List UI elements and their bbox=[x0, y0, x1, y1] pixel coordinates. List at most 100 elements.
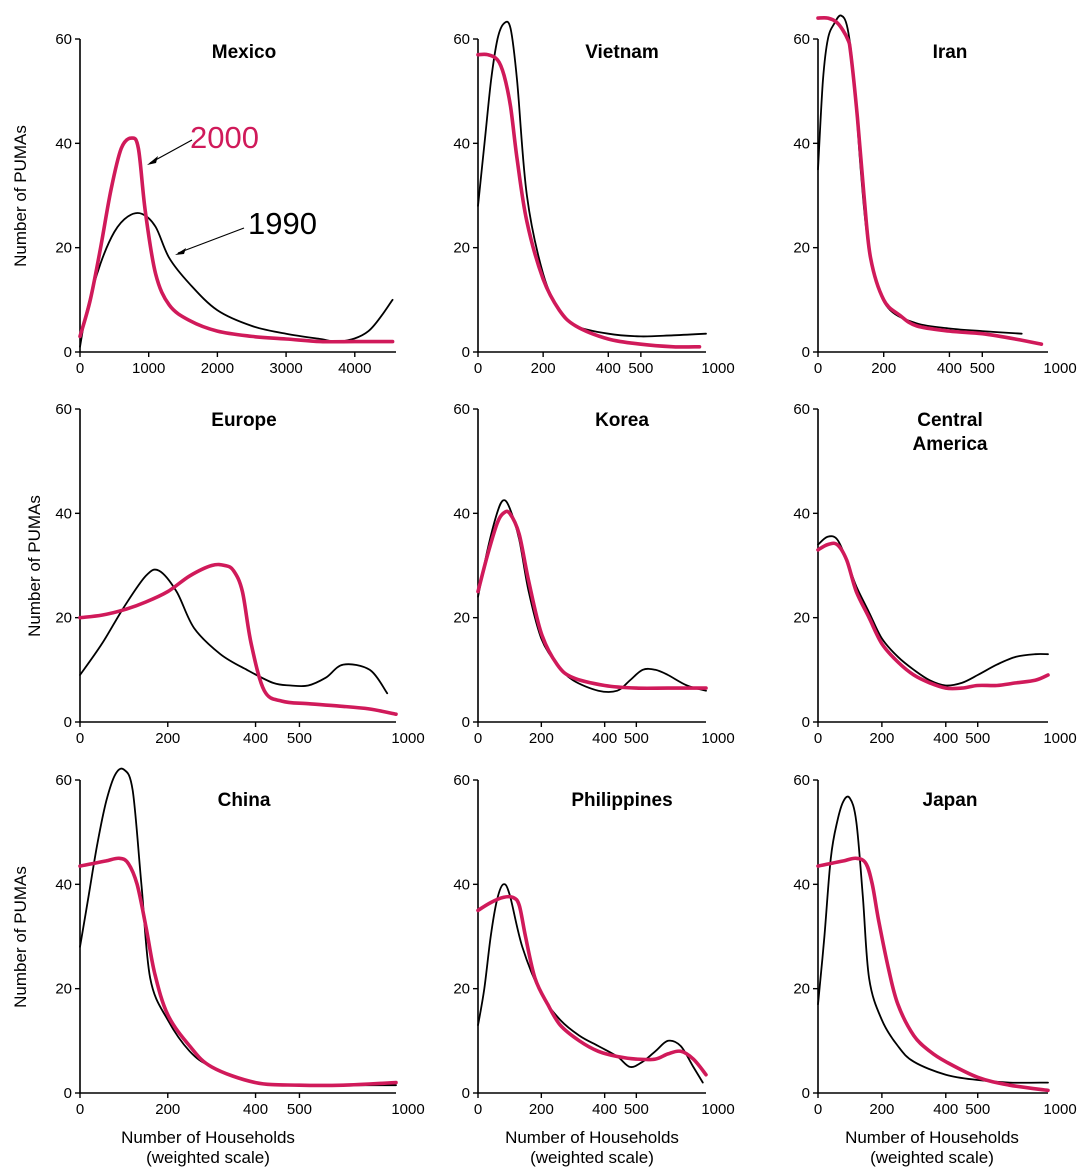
panel-philippines: 0 20 40 60 0 200 400 500 1000 Philippines bbox=[453, 772, 734, 1118]
panel-japan: 0 20 40 60 0 200 400 500 1000 Japan bbox=[793, 772, 1076, 1118]
x-tick-label-europe-200: 200 bbox=[155, 730, 180, 747]
annotation-1990-arrowhead bbox=[175, 248, 186, 255]
panel-title-europe: Europe bbox=[211, 410, 276, 431]
y-tick-label-europe-40: 40 bbox=[55, 505, 72, 522]
x-axis-label-col3-line2: (weighted scale) bbox=[870, 1148, 994, 1167]
y-tick-label-china-20: 20 bbox=[55, 981, 72, 998]
x-tick-label-philippines-200: 200 bbox=[529, 1101, 554, 1118]
panel-china: 0 20 40 60 0 200 400 500 1000 China bbox=[55, 767, 425, 1118]
x-tick-label-europe-400: 400 bbox=[243, 730, 268, 747]
axes-europe bbox=[79, 409, 396, 723]
panel-korea: 0 20 40 60 0 200 400 500 1000 Korea bbox=[453, 401, 734, 747]
y-tick-label-central-20: 20 bbox=[793, 610, 810, 627]
x-tick-label-china-0: 0 bbox=[76, 1101, 84, 1118]
x-tick-label-mexico-2000: 2000 bbox=[201, 360, 234, 377]
series-2000-china bbox=[78, 856, 398, 1088]
x-tick-label-central-500: 500 bbox=[965, 730, 990, 747]
y-tick-label-vietnam-60: 60 bbox=[453, 31, 470, 48]
panel-title-japan: Japan bbox=[923, 790, 978, 811]
x-tick-label-korea-400: 400 bbox=[592, 730, 617, 747]
panel-vietnam: 0 20 40 60 0 200 400 500 1000 Vietnam bbox=[453, 20, 735, 377]
series-1990-vietnam bbox=[477, 20, 707, 338]
x-tick-label-central-0: 0 bbox=[814, 730, 822, 747]
x-tick-label-mexico-0: 0 bbox=[76, 360, 84, 377]
y-tick-label-iran-40: 40 bbox=[793, 135, 810, 152]
y-tick-label-europe-20: 20 bbox=[55, 610, 72, 627]
x-axis-label-col2-line2: (weighted scale) bbox=[530, 1148, 654, 1167]
y-axis-label-row3: Number of PUMAs bbox=[11, 866, 30, 1008]
y-tick-label-europe-60: 60 bbox=[55, 401, 72, 418]
y-tick-label-china-60: 60 bbox=[55, 772, 72, 789]
y-tick-label-philippines-20: 20 bbox=[453, 981, 470, 998]
x-tick-label-vietnam-end: 1000 bbox=[701, 360, 734, 377]
axes-iran bbox=[817, 39, 1048, 353]
y-tick-label-vietnam-0: 0 bbox=[462, 344, 470, 361]
panel-mexico: 0 20 40 60 0 1000 2000 3000 4000 Mexico bbox=[55, 31, 396, 377]
series-2000-central bbox=[816, 541, 1050, 691]
axes-japan bbox=[817, 780, 1048, 1094]
panel-title-central: Central bbox=[917, 410, 982, 431]
y-tick-label-iran-60: 60 bbox=[793, 31, 810, 48]
axes-philippines bbox=[477, 780, 706, 1094]
series-1990-korea bbox=[477, 499, 707, 693]
x-tick-label-philippines-400: 400 bbox=[592, 1101, 617, 1118]
y-tick-label-korea-40: 40 bbox=[453, 505, 470, 522]
axes-korea bbox=[477, 409, 706, 723]
y-tick-label-philippines-60: 60 bbox=[453, 772, 470, 789]
x-tick-label-korea-0: 0 bbox=[474, 730, 482, 747]
axes-china bbox=[79, 780, 396, 1094]
series-1990-central bbox=[817, 535, 1049, 687]
x-tick-label-philippines-500: 500 bbox=[624, 1101, 649, 1118]
annotation-1990-leader bbox=[177, 227, 245, 254]
panel-title-mexico: Mexico bbox=[212, 42, 276, 63]
series-1990-europe bbox=[79, 568, 389, 695]
x-tick-label-vietnam-400: 400 bbox=[596, 360, 621, 377]
series-1990-mexico bbox=[79, 212, 394, 348]
series-1990-iran bbox=[817, 14, 1023, 335]
x-tick-label-europe-0: 0 bbox=[76, 730, 84, 747]
x-tick-label-philippines-end: 1000 bbox=[701, 1101, 734, 1118]
x-tick-label-japan-200: 200 bbox=[869, 1101, 894, 1118]
x-tick-label-vietnam-200: 200 bbox=[531, 360, 556, 377]
x-tick-label-iran-500: 500 bbox=[970, 360, 995, 377]
y-tick-label-central-60: 60 bbox=[793, 401, 810, 418]
x-axis-label-col1-line2: (weighted scale) bbox=[146, 1148, 270, 1167]
x-tick-label-europe-500: 500 bbox=[287, 730, 312, 747]
x-tick-label-japan-0: 0 bbox=[814, 1101, 822, 1118]
x-axis-label-col1-line1: Number of Households bbox=[121, 1128, 295, 1147]
y-tick-label-mexico-0: 0 bbox=[64, 344, 72, 361]
panel-title-vietnam: Vietnam bbox=[585, 42, 659, 63]
panel-title-central-line2: America bbox=[913, 434, 988, 455]
y-tick-label-central-40: 40 bbox=[793, 505, 810, 522]
series-1990-japan bbox=[817, 795, 1049, 1084]
x-tick-label-vietnam-0: 0 bbox=[474, 360, 482, 377]
panel-title-china: China bbox=[218, 790, 271, 811]
x-tick-label-central-400: 400 bbox=[933, 730, 958, 747]
panel-central: 0 20 40 60 0 200 400 500 1000 Central America bbox=[793, 401, 1076, 747]
annotation-1990-label: 1990 bbox=[248, 206, 317, 241]
axes-central bbox=[817, 409, 1048, 723]
x-tick-label-iran-0: 0 bbox=[814, 360, 822, 377]
x-tick-label-mexico-4000: 4000 bbox=[338, 360, 371, 377]
y-tick-label-vietnam-40: 40 bbox=[453, 135, 470, 152]
annotation-2000-label: 2000 bbox=[190, 120, 259, 155]
y-tick-label-korea-60: 60 bbox=[453, 401, 470, 418]
y-tick-label-mexico-40: 40 bbox=[55, 135, 72, 152]
y-tick-label-central-0: 0 bbox=[802, 714, 810, 731]
y-tick-label-iran-0: 0 bbox=[802, 344, 810, 361]
x-tick-label-iran-400: 400 bbox=[937, 360, 962, 377]
x-tick-label-korea-200: 200 bbox=[529, 730, 554, 747]
x-tick-label-iran-200: 200 bbox=[871, 360, 896, 377]
panel-europe: 0 20 40 60 0 200 400 500 1000 Europe bbox=[55, 401, 424, 747]
y-axis-label-row2: Number of PUMAs bbox=[25, 495, 44, 637]
y-tick-label-japan-60: 60 bbox=[793, 772, 810, 789]
panel-title-philippines: Philippines bbox=[571, 790, 672, 811]
y-tick-label-philippines-40: 40 bbox=[453, 876, 470, 893]
y-tick-label-korea-20: 20 bbox=[453, 610, 470, 627]
y-tick-label-japan-0: 0 bbox=[802, 1085, 810, 1102]
series-2000-iran bbox=[816, 15, 1044, 346]
y-tick-label-iran-20: 20 bbox=[793, 240, 810, 257]
x-tick-label-china-500: 500 bbox=[287, 1101, 312, 1118]
series-2000-japan bbox=[816, 856, 1050, 1093]
y-tick-label-philippines-0: 0 bbox=[462, 1085, 470, 1102]
